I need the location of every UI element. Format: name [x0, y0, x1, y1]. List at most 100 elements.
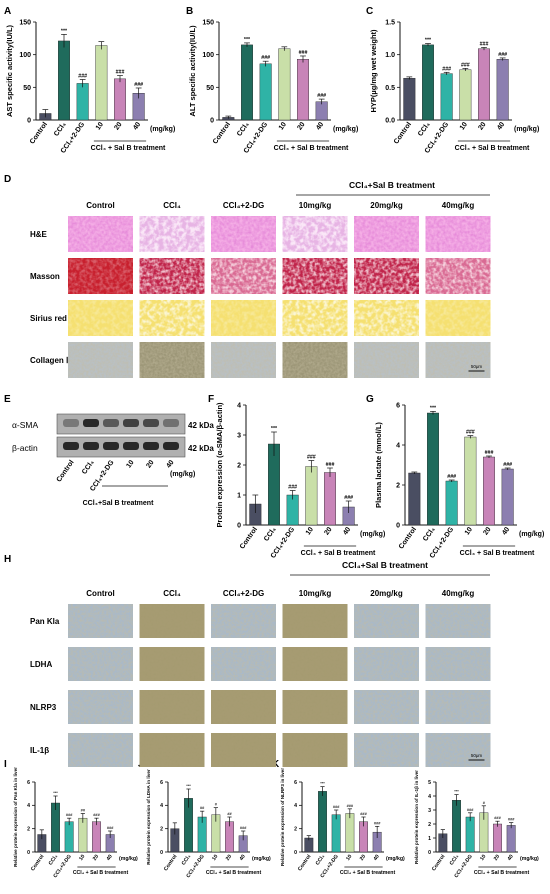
y-axis-label-b: ALT specific activity(IU/L) [188, 25, 197, 117]
bar-l [465, 816, 475, 853]
significance-label-c: ### [461, 62, 470, 68]
blot-group-label: CCl₄+Sal B treatment [83, 500, 154, 507]
y-axis-label-j: Relative protein expression of LDHA in l… [146, 769, 151, 865]
micrograph-texture-d [425, 216, 491, 252]
y-tick-label-i: 0 [27, 850, 30, 856]
micrograph-texture-h [282, 733, 348, 767]
significance-label-c: ### [442, 66, 451, 72]
category-label-b: Control [212, 121, 232, 145]
micrograph-texture-d [282, 300, 348, 336]
category-label-a: 20 [113, 121, 123, 131]
micrograph-texture-d [354, 258, 419, 294]
micrograph-texture-d [425, 300, 491, 336]
bar-a [76, 83, 89, 121]
blot-label-alpha-sma: α-SMA [12, 420, 38, 430]
significance-label-l: *** [454, 789, 459, 794]
significance-label-k: ### [360, 811, 367, 816]
blot-band-beta-actin [143, 442, 159, 450]
scale-bar-label-h: 50μm [471, 753, 483, 758]
chart-b: 0 50 100 150 ALT specific activity(IU/L) Cont… [188, 19, 358, 154]
micrograph-texture-d [68, 216, 133, 252]
y-tick-label-g: 4 [396, 442, 400, 449]
category-label-f: 40 [342, 526, 352, 536]
significance-label-b: *** [244, 37, 251, 43]
y-tick-label-a: 100 [19, 52, 31, 59]
column-header-h: 20mg/kg [370, 589, 403, 598]
micrograph-texture-d [354, 342, 419, 378]
bar-b [278, 48, 291, 121]
significance-label-g: ### [503, 462, 512, 468]
significance-label-j: # [215, 802, 218, 807]
micrograph-texture-d [211, 258, 276, 294]
significance-label-k: ### [333, 804, 340, 809]
significance-label-a: ### [116, 70, 125, 76]
chart-j: 0 2 4 6 Relative protein expression of LDHA … [146, 769, 271, 879]
bar-g [501, 468, 514, 526]
blot-band-alpha-sma [143, 419, 159, 427]
bar-c [478, 48, 490, 121]
blot-lane-label: 10 [125, 459, 135, 469]
category-label-c: 20 [477, 121, 487, 131]
category-label-k: Control [297, 853, 313, 872]
y-tick-label-g: 0 [396, 522, 400, 529]
significance-label-g: *** [430, 405, 437, 411]
bar-i [51, 802, 60, 853]
significance-label-j: ## [200, 805, 205, 810]
category-label-b: 40 [315, 121, 325, 131]
y-tick-label-i: 6 [27, 780, 30, 786]
micrograph-texture-h [354, 690, 419, 724]
y-tick-label-g: 6 [396, 402, 400, 409]
significance-label-c: ### [480, 41, 489, 47]
y-tick-label-i: 4 [27, 803, 30, 809]
category-label-g: 40 [501, 526, 511, 536]
category-label-l: 40 [507, 854, 515, 862]
y-tick-label-f: 2 [237, 462, 241, 469]
micrograph-texture-d [68, 258, 133, 294]
y-tick-label-j: 0 [160, 850, 163, 856]
y-axis-label-a: AST specific activity(IU/L) [5, 24, 14, 117]
category-label-j: Control [163, 853, 179, 872]
significance-label-i: ## [81, 808, 86, 813]
y-tick-label-f: 3 [237, 432, 241, 439]
histology-grid-h: Control CCl₄ CCl₄+2-DG 10mg/kg 20mg/kg 40mg/k… [30, 589, 491, 767]
micrograph-texture-d [211, 216, 276, 252]
category-label-f: 10 [305, 526, 315, 536]
category-label-g: 20 [482, 526, 492, 536]
y-tick-label-f: 4 [237, 402, 241, 409]
y-tick-label-j: 2 [160, 826, 163, 832]
group-label-b: CCl₄ + Sal B treatment [274, 145, 349, 152]
category-label-f: CCl₄ [263, 526, 278, 543]
bar-c [440, 73, 453, 121]
row-label-h: Pan Kla [30, 617, 60, 626]
x-unit-label-k: (mg/kg) [386, 856, 405, 862]
category-label-c: Control [393, 121, 413, 145]
significance-label-f: *** [271, 426, 278, 432]
bar-b [259, 63, 272, 121]
group-label-c: CCl₄ + Sal B treatment [455, 145, 530, 152]
significance-label-b: ### [317, 93, 326, 99]
blot-band-alpha-sma [103, 419, 119, 427]
western-blot: α-SMA β-actin 42 kDa 42 kDa (mg/kg) CCl₄… [12, 413, 214, 507]
y-tick-label-l: 4 [428, 794, 431, 800]
micrograph-texture-h [68, 647, 133, 681]
column-header-h: 40mg/kg [442, 589, 475, 598]
micrograph-texture-h [211, 604, 276, 638]
y-tick-label-c: 1.5 [385, 19, 395, 26]
y-tick-label-f: 0 [237, 522, 241, 529]
column-header-d: CCl₄+2-DG [223, 201, 264, 210]
y-tick-label-j: 6 [160, 780, 163, 786]
panel-letter-i: I [4, 759, 7, 770]
category-label-i: CCl₄ [48, 853, 60, 866]
category-label-c: CCl₄ [417, 121, 432, 138]
micrograph-texture-d [425, 258, 491, 294]
blot-band-beta-actin [163, 442, 179, 450]
y-tick-label-l: 2 [428, 822, 431, 828]
bar-c [403, 77, 416, 121]
y-tick-label-j: 4 [160, 803, 163, 809]
scale-bar-label-d: 50μm [471, 364, 483, 369]
y-tick-label-k: 0 [294, 850, 297, 856]
bar-i [64, 821, 74, 853]
significance-label-i: *** [53, 790, 58, 795]
bar-k [318, 791, 327, 853]
